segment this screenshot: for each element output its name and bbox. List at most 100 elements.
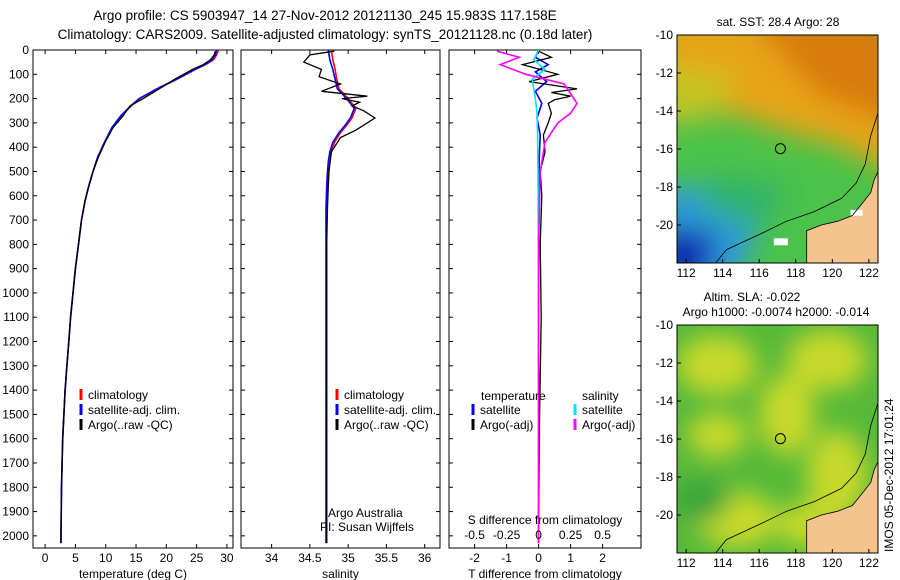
depth-tick-label: 500 (9, 164, 29, 178)
diff-xtick-s-label: -0.25 (493, 528, 521, 542)
difference-xtick-label: -1 (501, 551, 512, 565)
diff-legend-title-t: temperature (481, 389, 546, 403)
sla_map-ytick-label: -16 (656, 432, 674, 446)
difference-series-1 (520, 50, 578, 544)
diff-xtick-s-label: 0.5 (594, 528, 611, 542)
sst-nodata-patch (773, 238, 788, 246)
sst_map-xtick-label: 114 (713, 266, 732, 280)
bathymetry-contour (715, 111, 878, 263)
temperature-xtick-label: 10 (99, 551, 113, 565)
diff-xtick-s-label: -0.5 (464, 528, 485, 542)
depth-tick-label: 1800 (2, 480, 29, 494)
sst-hot-zone (764, 35, 878, 118)
depth-tick-label: 1300 (2, 359, 29, 373)
figure-title-line1: Argo profile: CS 5903947_14 27-Nov-2012 … (93, 8, 557, 23)
sst_map-ytick-label: -18 (656, 180, 674, 194)
temperature-legend-label: Argo(..raw -QC) (88, 418, 173, 432)
coastline (806, 170, 878, 263)
figure-title-line2: Climatology: CARS2009. Satellite-adjuste… (57, 27, 593, 42)
depth-tick-label: 1200 (2, 335, 29, 349)
diff-legend-label: Argo(-adj) (582, 418, 635, 432)
land-mass (806, 171, 878, 263)
depth-tick-label: 1100 (3, 310, 29, 324)
salinity-legend-label: climatology (344, 388, 404, 402)
pi-label: PI: Susan Wijffels (320, 520, 414, 534)
salinity-xtick-label: 36 (418, 551, 432, 565)
sla_map-xtick-label: 116 (750, 556, 769, 570)
sst-nodata-patch (850, 209, 863, 216)
depth-tick-label: 1900 (2, 505, 29, 519)
profile-location-marker (774, 433, 786, 445)
sla_map-ytick-label: -10 (656, 318, 674, 332)
temperature-xtick-label: 30 (220, 551, 234, 565)
bathymetry-contour (715, 401, 878, 553)
temperature-frame (32, 49, 234, 549)
temperature-legend-label: satellite-adj. clim. (88, 403, 180, 417)
sla-high-blob (787, 330, 867, 390)
diff-xlabel-s: S difference from climatology (468, 513, 623, 527)
salinity-xtick-label: 35 (341, 551, 355, 565)
salinity-frame (240, 49, 441, 549)
depth-tick-label: 200 (9, 92, 29, 106)
salinity-xlabel: salinity (322, 567, 359, 580)
argo-australia-label: Argo Australia (328, 506, 403, 520)
land-mass (806, 461, 878, 553)
salinity-series-2 (302, 50, 377, 544)
temperature-xtick-label: 20 (160, 551, 174, 565)
depth-tick-label: 900 (9, 262, 29, 276)
sst-mid-zone (707, 175, 787, 225)
difference-xtick-label: 0 (535, 551, 542, 565)
salinity-xtick-label: 34.5 (298, 551, 322, 565)
diff-legend-label: satellite (480, 403, 521, 417)
difference-xtick-label: -2 (469, 551, 480, 565)
diff-xtick-s-label: 0 (535, 528, 542, 542)
temperature-xtick-label: 5 (72, 551, 79, 565)
sst_map-ytick-label: -14 (656, 104, 674, 118)
difference-xtick-label: 2 (599, 551, 606, 565)
depth-tick-label: 1500 (2, 407, 29, 421)
profile-panel-temperature: 0100200300400500600700800900100011001200… (2, 43, 234, 580)
sla-pattern (677, 330, 867, 548)
depth-tick-label: 700 (9, 213, 29, 227)
salinity-legend-label: Argo(..raw -QC) (344, 418, 429, 432)
profile-panel-difference: -2 -1 0 1 2 T difference from climatology temp… (448, 49, 642, 580)
sla_map-ytick-label: -18 (656, 470, 674, 484)
difference-frame (448, 49, 642, 549)
sla-high-blob (687, 413, 747, 457)
sst_map-xtick-label: 120 (822, 266, 842, 280)
sst_map-ytick-label: -10 (656, 28, 674, 42)
sst_map-ytick-label: -16 (656, 142, 674, 156)
profile-location-marker (774, 143, 786, 155)
depth-tick-label: 100 (9, 67, 29, 81)
depth-tick-label: 1400 (2, 383, 29, 397)
temperature-series-2 (60, 50, 217, 544)
sst_map-ytick-label: -20 (656, 218, 674, 232)
sla_map-xtick-label: 118 (786, 556, 805, 570)
sst-gradient (677, 35, 878, 263)
coastline (806, 460, 878, 553)
sst-map-title: sat. SST: 28.4 Argo: 28 (717, 15, 840, 29)
sla-map-title-line1: Altim. SLA: -0.022 (704, 290, 801, 304)
sla_map-xtick-label: 120 (822, 556, 842, 570)
salinity-xtick-label: 35.5 (375, 551, 399, 565)
difference-xlabel: T difference from climatology (468, 567, 622, 580)
sla-high-blob (677, 335, 757, 395)
difference-xtick-label: 1 (567, 551, 574, 565)
sla_map-xtick-label: 112 (677, 556, 696, 570)
salinity-xtick-label: 34 (265, 551, 279, 565)
difference-series-3 (496, 50, 578, 544)
sla-low-blob (677, 478, 730, 522)
sla_map-xtick-label: 122 (859, 556, 879, 570)
sst_map-xtick-label: 118 (786, 266, 805, 280)
sst_map-field (677, 35, 878, 263)
map-sla_map: 112 114 116 118 120 122 -10 -12 -14 -16 -18 -20 (656, 318, 880, 570)
depth-tick-label: 1600 (2, 432, 29, 446)
depth-tick-label: 1000 (2, 286, 29, 300)
sst_map-xtick-label: 116 (750, 266, 769, 280)
profile-panel-salinity: 34 34.5 35 35.5 36 salinity climatologysatelli… (240, 49, 441, 580)
temperature-xlabel: temperature (deg C) (79, 567, 187, 580)
diff-legend-title-s: salinity (582, 389, 619, 403)
sst-yellow-zone (677, 67, 737, 122)
depth-tick-label: 600 (9, 189, 29, 203)
